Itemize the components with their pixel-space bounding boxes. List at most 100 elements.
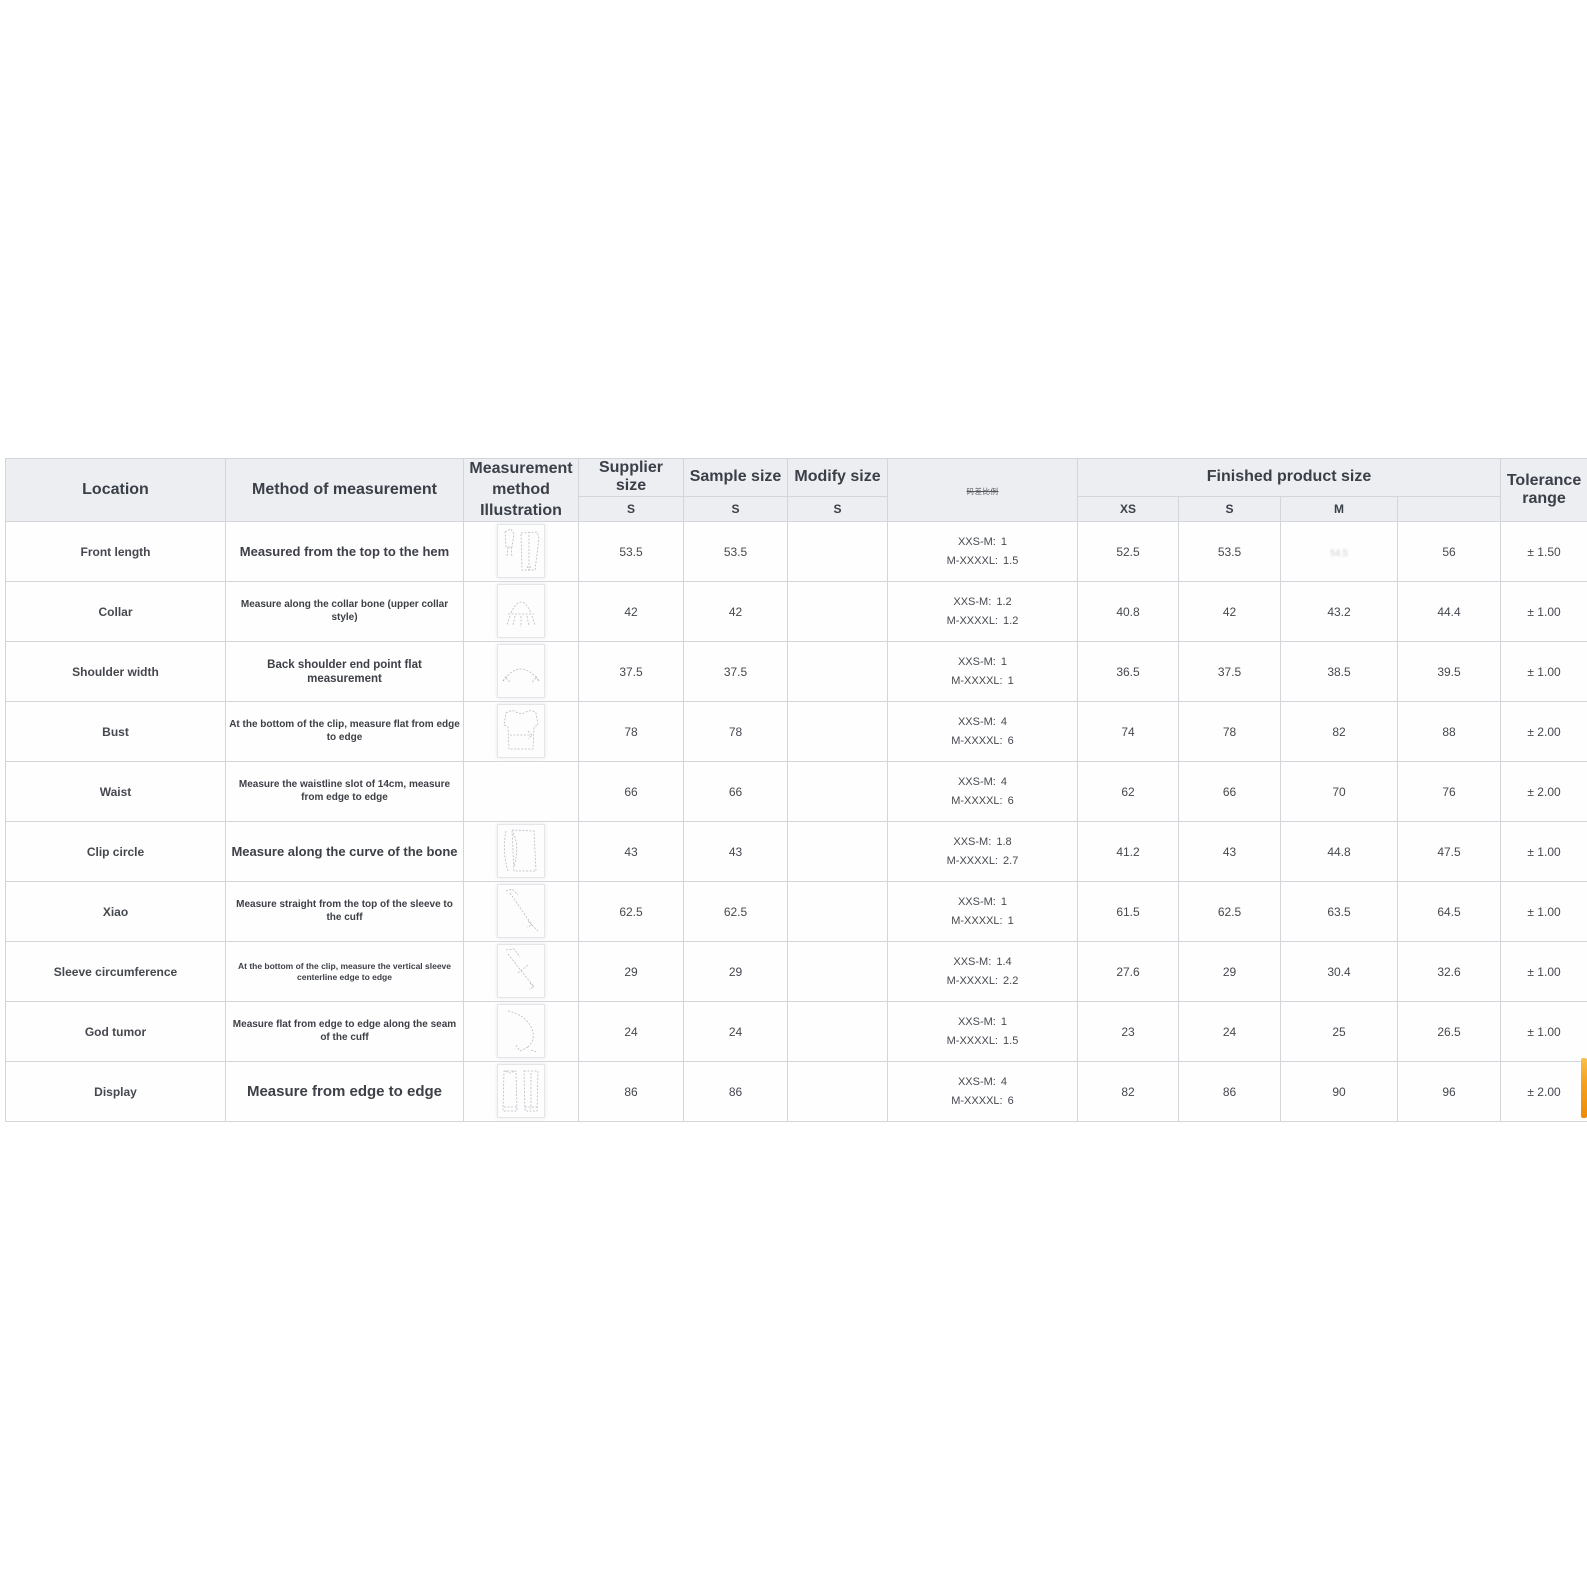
finished-xs-value: 61.5 bbox=[1116, 904, 1140, 919]
sample-size-value: 42 bbox=[728, 604, 743, 619]
cell-grading: XXS-M: 1 M-XXXXL: 1.5 bbox=[887, 521, 1078, 583]
measurement-illustration bbox=[497, 643, 545, 698]
table-row: Waist Measure the waistline slot of 14cm… bbox=[5, 761, 1587, 823]
finished-xs-value: 23 bbox=[1121, 1024, 1135, 1039]
grading-line-2: M-XXXXL: 2.7 bbox=[946, 854, 1019, 867]
measurement-illustration bbox=[497, 523, 545, 578]
table-header: Location Method of measurement Measureme… bbox=[5, 457, 1587, 523]
cell-modify-size bbox=[787, 1061, 888, 1123]
cell-tolerance: ± 1.00 bbox=[1500, 941, 1587, 1003]
cell-tolerance: ± 2.00 bbox=[1500, 1061, 1587, 1123]
cell-finished-m: 25 bbox=[1280, 1001, 1398, 1063]
grading-line-2: M-XXXXL: 1 bbox=[951, 674, 1014, 687]
cell-finished-xs: 36.5 bbox=[1077, 641, 1179, 703]
subheader-finished-blank bbox=[1396, 495, 1502, 523]
measurement-illustration bbox=[497, 703, 545, 758]
finished-xs-value: 40.8 bbox=[1116, 604, 1140, 619]
table-body: Front length Measured from the top to th… bbox=[5, 521, 1587, 1123]
cell-finished-l: 56 bbox=[1396, 521, 1502, 583]
measurement-illustration bbox=[497, 1063, 545, 1118]
cell-modify-size bbox=[787, 641, 888, 703]
cell-method: Measure straight from the top of the sle… bbox=[225, 881, 464, 943]
cell-finished-l: 88 bbox=[1396, 701, 1502, 763]
grading-line-2: M-XXXXL: 2.2 bbox=[946, 974, 1019, 987]
cell-grading: XXS-M: 1.4 M-XXXXL: 2.2 bbox=[887, 941, 1078, 1003]
grading-line-1: XXS-M: 1.8 bbox=[953, 835, 1012, 848]
cell-finished-m: 63.5 bbox=[1280, 881, 1398, 943]
cell-finished-l: 26.5 bbox=[1396, 1001, 1502, 1063]
tolerance-value: ± 1.50 bbox=[1527, 544, 1561, 559]
header-location: Location bbox=[5, 457, 226, 523]
cell-tolerance: ± 1.00 bbox=[1500, 1001, 1587, 1063]
finished-s-value: 24 bbox=[1222, 1024, 1237, 1039]
finished-m-value: 25 bbox=[1332, 1024, 1346, 1039]
cell-finished-m: 38.5 bbox=[1280, 641, 1398, 703]
finished-s-value: 86 bbox=[1222, 1084, 1237, 1099]
cell-sample-size: 42 bbox=[683, 581, 788, 643]
scrollbar-thumb[interactable] bbox=[1581, 1058, 1587, 1118]
cell-illustration bbox=[463, 581, 579, 643]
cell-supplier-size: 29 bbox=[578, 941, 684, 1003]
cell-location: Shoulder width bbox=[5, 641, 226, 703]
method-label: Measured from the top to the hem bbox=[239, 543, 450, 559]
subheader-finished-s: S bbox=[1178, 495, 1281, 523]
header-method: Method of measurement bbox=[225, 457, 464, 523]
table-row: Sleeve circumference At the bottom of th… bbox=[5, 941, 1587, 1003]
tolerance-value: ± 1.00 bbox=[1527, 904, 1561, 919]
finished-l-value: 26.5 bbox=[1437, 1024, 1461, 1039]
cell-finished-s: 86 bbox=[1178, 1061, 1281, 1123]
cell-tolerance: ± 1.00 bbox=[1500, 821, 1587, 883]
cell-grading: XXS-M: 1 M-XXXXL: 1.5 bbox=[887, 1001, 1078, 1063]
grading-line-2: M-XXXXL: 1.2 bbox=[946, 614, 1019, 627]
collar-sketch-icon bbox=[506, 601, 536, 627]
cell-illustration bbox=[463, 941, 579, 1003]
method-label: Measure the waistline slot of 14cm, meas… bbox=[238, 779, 451, 803]
finished-m-value: 44.8 bbox=[1327, 844, 1351, 859]
cell-illustration bbox=[463, 881, 579, 943]
supplier-size-value: 24 bbox=[624, 1024, 638, 1039]
finished-xs-value: 74 bbox=[1121, 724, 1135, 739]
cell-sample-size: 62.5 bbox=[683, 881, 788, 943]
header-tolerance-range: Tolerance range bbox=[1500, 457, 1587, 523]
cell-finished-l: 96 bbox=[1396, 1061, 1502, 1123]
grading-line-1: XXS-M: 1.2 bbox=[953, 595, 1012, 608]
cell-finished-s: 78 bbox=[1178, 701, 1281, 763]
method-label: Measure along the curve of the bone bbox=[231, 843, 458, 859]
cell-method: Measure the waistline slot of 14cm, meas… bbox=[225, 761, 464, 823]
tolerance-value: ± 2.00 bbox=[1527, 784, 1561, 799]
location-label: Collar bbox=[98, 604, 133, 619]
cell-supplier-size: 78 bbox=[578, 701, 684, 763]
finished-xs-value: 41.2 bbox=[1116, 844, 1140, 859]
location-label: God tumor bbox=[84, 1024, 147, 1039]
subheader-finished-m: M bbox=[1280, 495, 1398, 523]
tolerance-value: ± 1.00 bbox=[1527, 964, 1561, 979]
cell-finished-m: 30.4 bbox=[1280, 941, 1398, 1003]
cell-illustration bbox=[463, 1061, 579, 1123]
cell-location: Sleeve circumference bbox=[5, 941, 226, 1003]
table-row: Front length Measured from the top to th… bbox=[5, 521, 1587, 583]
cell-location: Front length bbox=[5, 521, 226, 583]
cell-illustration bbox=[463, 761, 579, 823]
sample-size-value: 37.5 bbox=[723, 664, 748, 679]
cell-sample-size: 53.5 bbox=[683, 521, 788, 583]
method-label: Measure flat from edge to edge along the… bbox=[232, 1019, 457, 1043]
bust-sketch-icon bbox=[503, 710, 539, 750]
supplier-size-value: 29 bbox=[624, 964, 638, 979]
supplier-size-value: 78 bbox=[624, 724, 638, 739]
finished-m-value: 70 bbox=[1332, 784, 1346, 799]
cell-finished-m: 90 bbox=[1280, 1061, 1398, 1123]
grading-line-1: XXS-M: 1 bbox=[957, 655, 1008, 668]
finished-xs-value: 52.5 bbox=[1116, 544, 1140, 559]
display-sketch-icon bbox=[502, 1070, 539, 1112]
measurement-illustration bbox=[497, 583, 545, 638]
cell-finished-m: 44.8 bbox=[1280, 821, 1398, 883]
cell-supplier-size: 53.5 bbox=[578, 521, 684, 583]
location-label: Shoulder width bbox=[72, 664, 159, 679]
cell-modify-size bbox=[787, 881, 888, 943]
cell-supplier-size: 66 bbox=[578, 761, 684, 823]
cell-finished-s: 37.5 bbox=[1178, 641, 1281, 703]
cell-finished-s: 53.5 bbox=[1178, 521, 1281, 583]
method-label: At the bottom of the clip, measure the v… bbox=[237, 961, 452, 982]
cell-supplier-size: 37.5 bbox=[578, 641, 684, 703]
finished-m-value: 38.5 bbox=[1327, 664, 1351, 679]
